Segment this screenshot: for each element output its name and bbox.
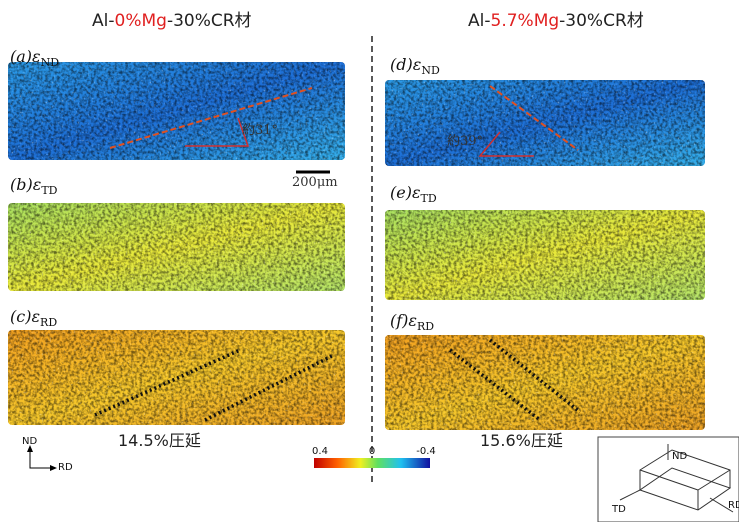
panel-letter: (b) bbox=[10, 175, 33, 194]
colorbar-label: 0 bbox=[369, 446, 375, 457]
panel-symbol: ε bbox=[412, 183, 421, 202]
arrowhead bbox=[50, 465, 57, 471]
map-texture bbox=[385, 210, 705, 300]
left-title: Al-0%Mg-30%CR材 bbox=[92, 11, 252, 31]
specimen-label: RD bbox=[728, 500, 739, 511]
panel-label: (a)εND bbox=[10, 47, 59, 69]
reduction-label: 14.5%圧延 bbox=[118, 431, 201, 450]
panel-subscript: ND bbox=[421, 64, 440, 77]
map-texture bbox=[385, 80, 705, 166]
specimen-label: ND bbox=[672, 451, 687, 462]
map-texture bbox=[385, 335, 705, 430]
panel-label: (c)εRD bbox=[10, 307, 57, 329]
panel-symbol: ε bbox=[33, 175, 42, 194]
band-line bbox=[448, 348, 542, 422]
panel-letter: (f) bbox=[390, 311, 408, 330]
panel-symbol: ε bbox=[408, 311, 417, 330]
angle-mark bbox=[478, 131, 534, 157]
map-texture bbox=[8, 62, 345, 160]
panel-letter: (a) bbox=[10, 47, 32, 66]
colorbar-label: -0.4 bbox=[416, 446, 436, 457]
panel-label: (f)εRD bbox=[390, 311, 434, 333]
panel-letter: (d) bbox=[390, 55, 413, 74]
shear-line bbox=[109, 87, 313, 149]
panel-subscript: TD bbox=[41, 184, 57, 197]
axis-label: RD bbox=[58, 462, 73, 473]
title-part: Al- bbox=[468, 11, 491, 31]
map-texture bbox=[8, 203, 345, 291]
panel-label: (b)εTD bbox=[10, 175, 58, 197]
panel-symbol: ε bbox=[32, 47, 41, 66]
panel-symbol: ε bbox=[31, 307, 40, 326]
panel-label: (e)εTD bbox=[390, 183, 437, 205]
band-line bbox=[488, 338, 582, 414]
panel-symbol: ε bbox=[413, 55, 422, 74]
axis-label: ND bbox=[22, 436, 37, 447]
colorbar-label: 0.4 bbox=[312, 446, 328, 457]
specimen-cuboid bbox=[619, 444, 734, 513]
reduction-label: 15.6%圧延 bbox=[480, 431, 563, 450]
right-title: Al-5.7%Mg-30%CR材 bbox=[468, 11, 644, 31]
title-part: -30%CR材 bbox=[167, 11, 252, 31]
panel-label: (d)εND bbox=[390, 55, 440, 77]
band-line bbox=[204, 354, 333, 422]
panel-letter: (c) bbox=[10, 307, 31, 326]
band-line bbox=[94, 348, 241, 417]
panel-subscript: RD bbox=[417, 320, 434, 333]
specimen-label: TD bbox=[611, 504, 626, 515]
map-texture bbox=[8, 330, 345, 425]
shear-line bbox=[489, 85, 579, 151]
panel-letter: (e) bbox=[390, 183, 412, 202]
colorbar bbox=[314, 458, 430, 468]
angle-label: 約39° bbox=[447, 134, 483, 149]
angle-label: 約31° bbox=[242, 123, 278, 138]
angle-mark bbox=[185, 117, 250, 147]
panel-subscript: RD bbox=[40, 316, 57, 329]
title-part: 0%Mg bbox=[115, 11, 167, 31]
scale-label: 200μm bbox=[292, 175, 338, 190]
title-part: 5.7%Mg bbox=[491, 11, 560, 31]
title-part: Al- bbox=[92, 11, 115, 31]
panel-subscript: TD bbox=[421, 192, 437, 205]
title-part: -30%CR材 bbox=[559, 11, 644, 31]
arrowhead bbox=[27, 445, 33, 452]
axes-icon bbox=[29, 450, 52, 469]
panel-subscript: ND bbox=[41, 56, 60, 69]
